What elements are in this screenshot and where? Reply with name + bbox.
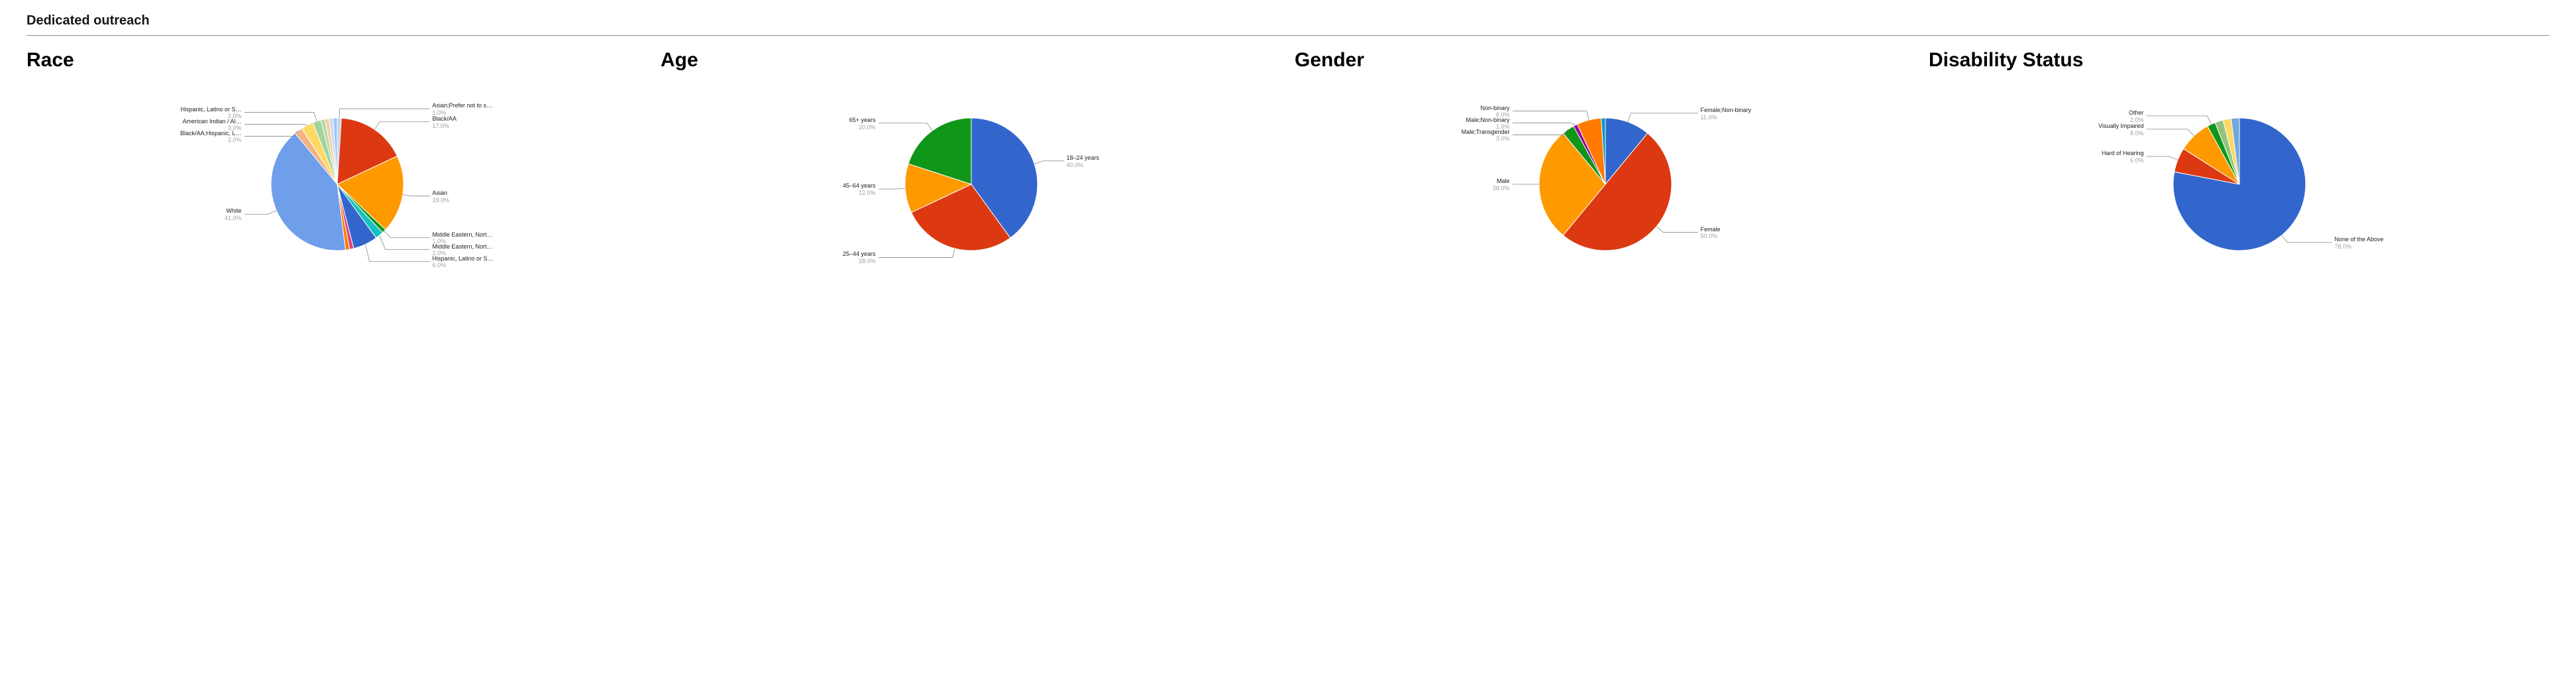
pie-svg — [2120, 98, 2359, 270]
chart-title: Disability Status — [1929, 49, 2549, 72]
pie-wrap: Female;Non-binary11.0%Female50.0%Non-bin… — [1295, 98, 1915, 270]
pie-wrap: 18–24 years40.0%65+ years20.0%45–64 year… — [661, 98, 1281, 270]
chart-disability: Disability Status None of the Above78.0%O… — [1929, 49, 2549, 270]
chart-gender: Gender Female;Non-binary11.0%Female50.0%N… — [1295, 49, 1915, 270]
chart-race: Race Asian;Prefer not to s…1.0%Black/AA17… — [27, 49, 647, 270]
chart-title: Age — [661, 49, 1281, 72]
pie-svg — [218, 98, 456, 270]
charts-row: Race Asian;Prefer not to s…1.0%Black/AA17… — [27, 49, 2549, 270]
section-title: Dedicated outreach — [27, 13, 2549, 35]
section-divider — [27, 35, 2549, 36]
pie-svg — [1486, 98, 1725, 270]
pie-wrap: Asian;Prefer not to s…1.0%Black/AA17.0%A… — [27, 98, 647, 270]
pie-wrap: None of the Above78.0%Other2.0%Visually … — [1929, 98, 2549, 270]
chart-age: Age 18–24 years40.0%65+ years20.0%45–64 y… — [661, 49, 1281, 270]
chart-title: Gender — [1295, 49, 1915, 72]
pie-svg — [852, 98, 1091, 270]
chart-title: Race — [27, 49, 647, 72]
